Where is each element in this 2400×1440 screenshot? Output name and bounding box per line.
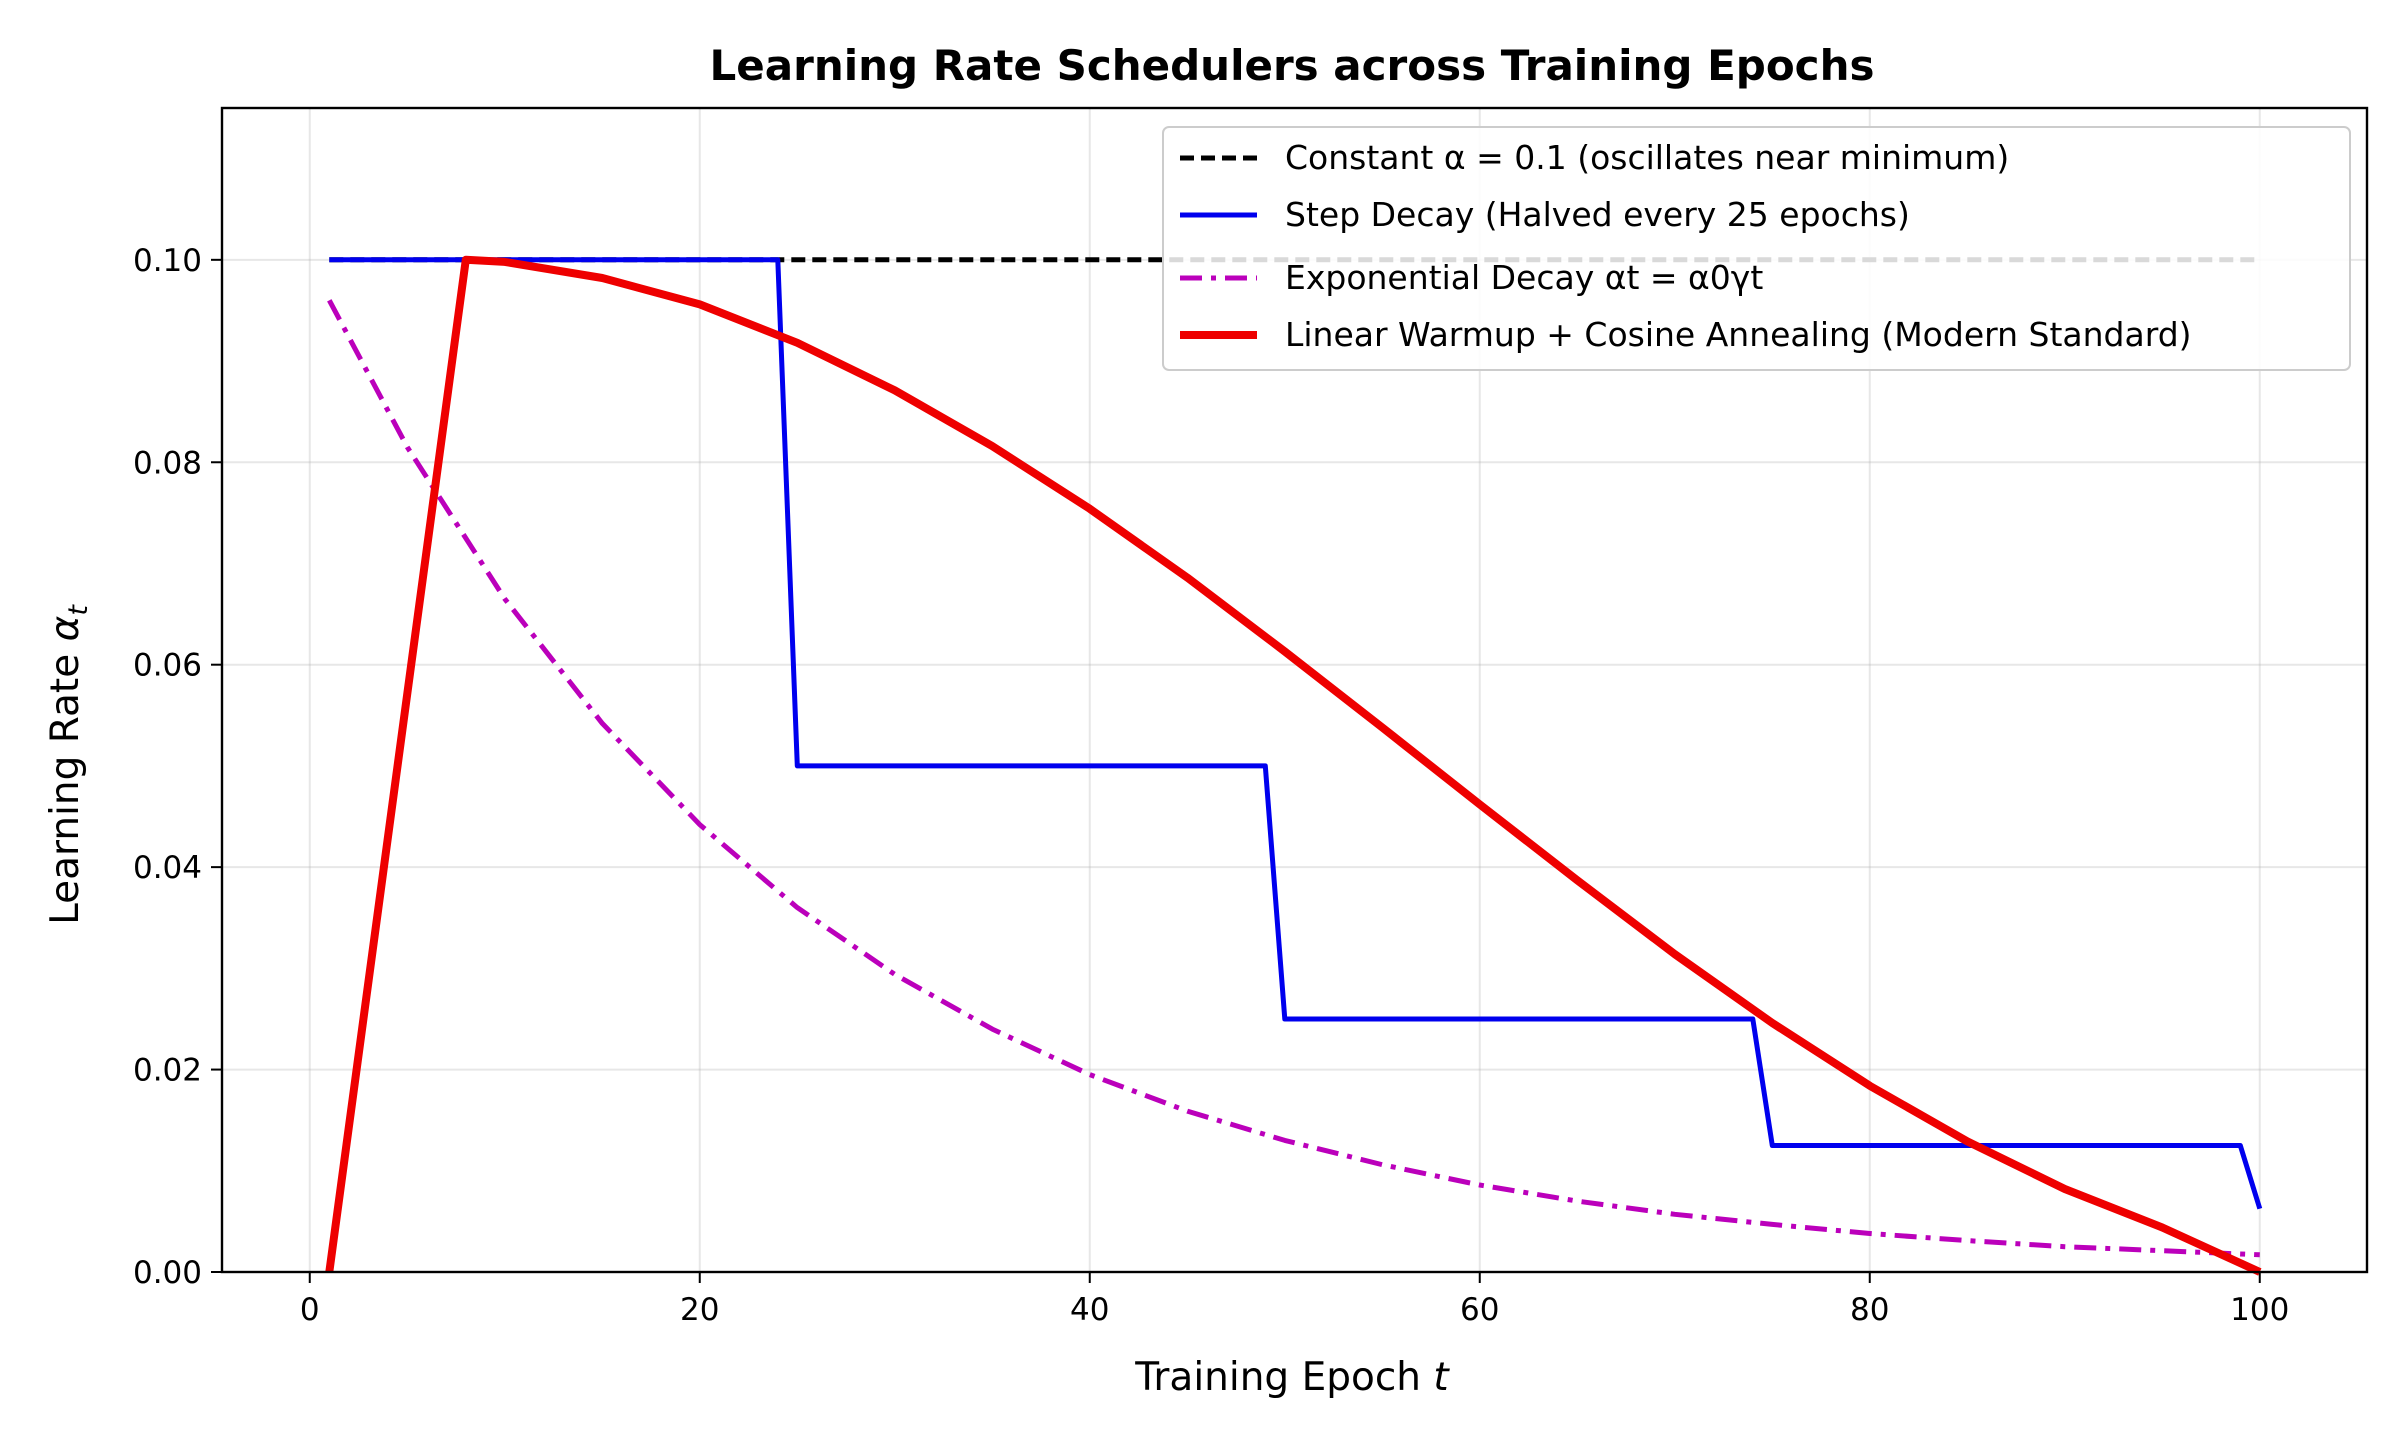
x-tick-label: 80 <box>1850 1292 1889 1328</box>
x-tick-label: 60 <box>1460 1292 1499 1328</box>
plot-frame <box>220 106 2369 1274</box>
x-tick-label: 0 <box>300 1292 320 1328</box>
series-line-4 <box>325 255 2262 1276</box>
legend-label: Exponential Decay αt = α0γt <box>1285 258 1763 297</box>
axis-ticks: 0 20 40 60 80 100 0.00 0.02 0.04 0.06 0.08 0.10 <box>133 243 2289 1328</box>
x-tick-label: 20 <box>680 1292 719 1328</box>
chart-title: Learning Rate Schedulers across Training… <box>710 41 1875 90</box>
legend-label: Linear Warmup + Cosine Annealing (Modern… <box>1285 315 2192 354</box>
y-tick-label: 0.02 <box>133 1053 202 1089</box>
y-axis-label: Learning Rate αt <box>43 604 94 925</box>
x-axis-label: Training Epoch t <box>1134 1355 1450 1400</box>
x-tick-label: 100 <box>2230 1292 2289 1328</box>
y-tick-label: 0.08 <box>133 445 202 481</box>
legend: Constant α = 0.1 (oscillates near minimu… <box>1162 126 2351 371</box>
legend-label: Step Decay (Halved every 25 epochs) <box>1285 195 1910 234</box>
series-line-3 <box>327 299 2260 1258</box>
series-line-2 <box>329 257 2263 1210</box>
legend-label: Constant α = 0.1 (oscillates near minimu… <box>1285 138 2009 177</box>
y-tick-label: 0.10 <box>133 243 202 279</box>
y-tick-label: 0.04 <box>133 850 202 886</box>
y-tick-label: 0.00 <box>133 1255 202 1291</box>
legend-box <box>1162 126 2351 371</box>
y-tick-label: 0.06 <box>133 648 202 684</box>
x-tick-label: 40 <box>1070 1292 1109 1328</box>
